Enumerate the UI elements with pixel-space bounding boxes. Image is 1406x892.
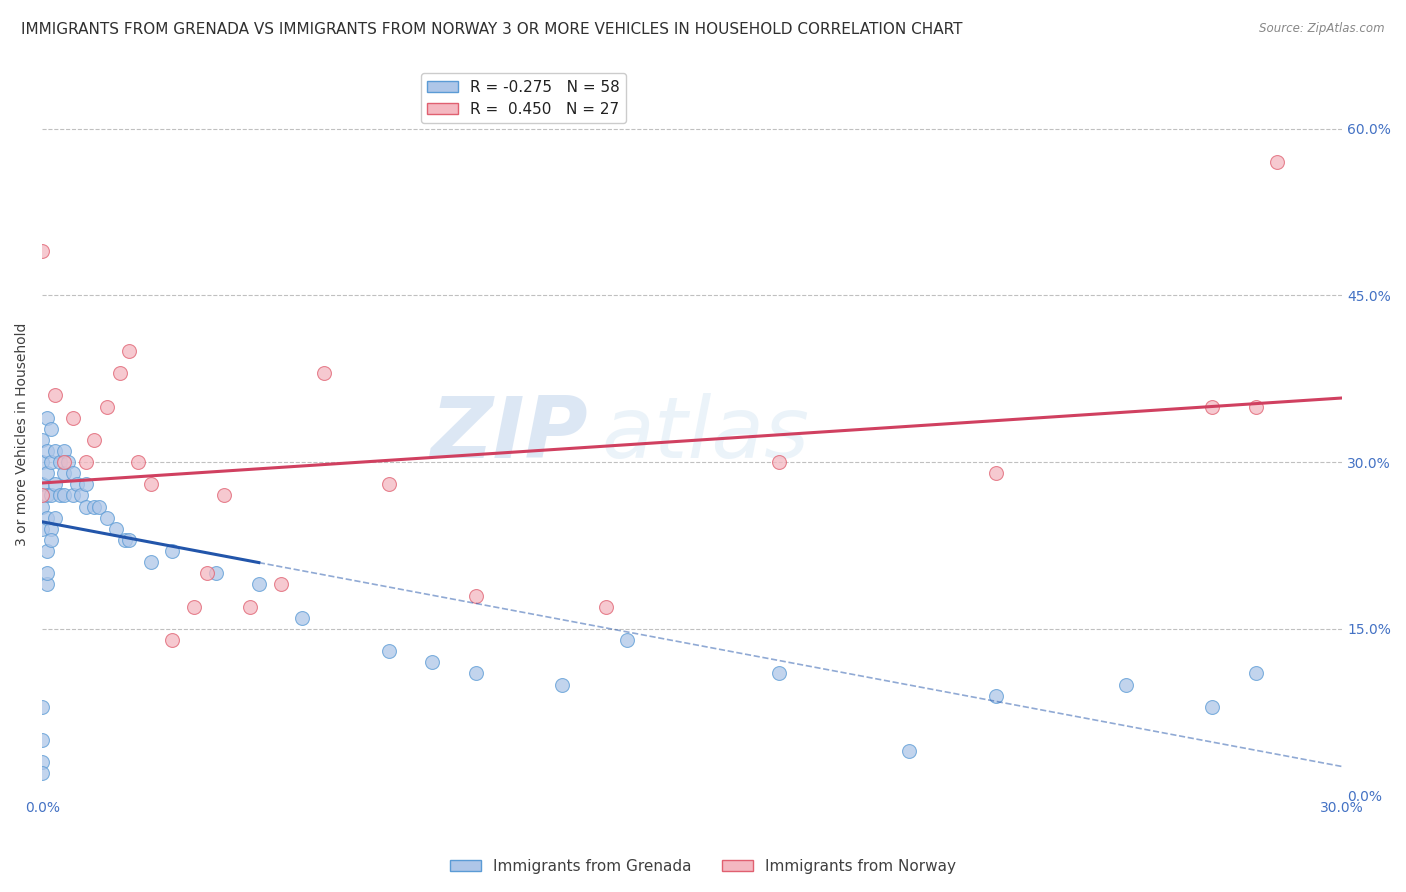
Point [39,488,62,502]
Point [1244,666,1267,681]
Point [70,488,93,502]
Point [160,544,183,558]
Point [39,533,62,547]
Point [616,633,638,648]
Point [1244,400,1267,414]
Point [1115,677,1137,691]
Point [595,599,617,614]
Point [39,422,62,436]
Point [39,455,62,469]
Point [75,477,97,491]
Point [768,455,790,469]
Point [195,566,218,581]
Legend: Immigrants from Grenada, Immigrants from Norway: Immigrants from Grenada, Immigrants from… [444,853,962,880]
Point [44,477,66,491]
Point [48,488,70,502]
Point [31,733,53,747]
Point [551,677,574,691]
Point [31,756,53,770]
Point [35,444,58,458]
Point [183,599,205,614]
Point [118,533,141,547]
Point [127,455,149,469]
Point [312,366,335,380]
Point [464,666,486,681]
Point [160,633,183,648]
Point [212,488,235,502]
Point [378,477,401,491]
Text: IMMIGRANTS FROM GRENADA VS IMMIGRANTS FROM NORWAY 3 OR MORE VEHICLES IN HOUSEHOL: IMMIGRANTS FROM GRENADA VS IMMIGRANTS FR… [21,22,963,37]
Text: ZIP: ZIP [430,392,588,475]
Point [31,477,53,491]
Point [1265,155,1288,169]
Point [75,455,97,469]
Point [39,522,62,536]
Point [31,522,53,536]
Point [96,400,118,414]
Point [83,500,105,514]
Point [204,566,226,581]
Point [44,444,66,458]
Point [31,766,53,780]
Point [58,455,80,469]
Point [44,510,66,524]
Point [52,488,75,502]
Legend: R = -0.275   N = 58, R =  0.450   N = 27: R = -0.275 N = 58, R = 0.450 N = 27 [420,73,626,123]
Point [420,655,443,669]
Point [96,510,118,524]
Point [62,410,84,425]
Point [247,577,270,591]
Point [768,666,790,681]
Point [378,644,401,658]
Point [897,744,920,758]
Point [984,467,1007,481]
Point [35,510,58,524]
Point [31,455,53,469]
Point [139,555,162,569]
Point [35,577,58,591]
Point [66,477,89,491]
Point [1201,400,1223,414]
Point [31,433,53,447]
Point [31,500,53,514]
Point [83,433,105,447]
Point [108,366,131,380]
Point [52,444,75,458]
Point [291,611,314,625]
Point [270,577,292,591]
Point [31,244,53,258]
Y-axis label: 3 or more Vehicles in Household: 3 or more Vehicles in Household [15,323,30,546]
Point [44,388,66,402]
Point [35,544,58,558]
Point [35,488,58,502]
Point [62,488,84,502]
Text: Source: ZipAtlas.com: Source: ZipAtlas.com [1260,22,1385,36]
Point [87,500,110,514]
Point [62,467,84,481]
Point [984,689,1007,703]
Point [48,455,70,469]
Point [52,467,75,481]
Point [75,500,97,514]
Point [239,599,262,614]
Point [31,488,53,502]
Point [31,699,53,714]
Point [118,343,141,358]
Point [35,566,58,581]
Point [464,589,486,603]
Point [35,410,58,425]
Point [52,455,75,469]
Point [104,522,127,536]
Text: atlas: atlas [602,392,810,475]
Point [35,467,58,481]
Point [139,477,162,491]
Point [114,533,136,547]
Point [1201,699,1223,714]
